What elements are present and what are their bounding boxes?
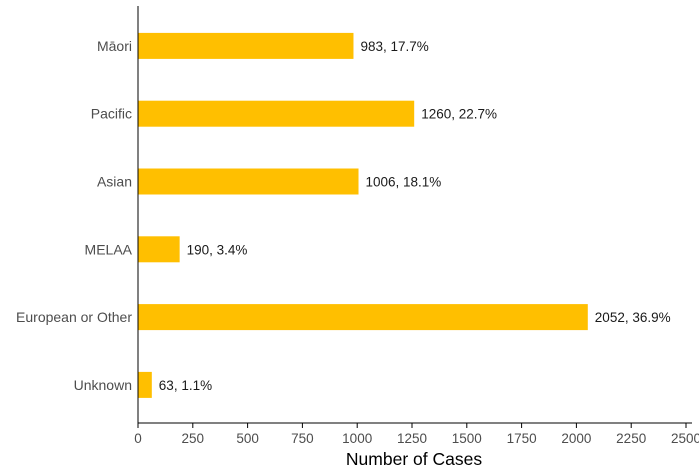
data-label: 1006, 18.1%	[366, 175, 442, 190]
x-tick-label: 2250	[616, 431, 646, 446]
category-label: European or Other	[16, 309, 132, 325]
category-label: Unknown	[74, 377, 132, 393]
x-axis-ticks: 0 250 500 750 1000 1250 1500 1750 2000 2250 2500	[134, 423, 699, 446]
data-label: 1260, 22.7%	[421, 107, 497, 122]
category-labels: Māori Pacific Asian MELAA European or Other U…	[16, 38, 133, 393]
data-label: 63, 1.1%	[159, 378, 212, 393]
bar	[138, 168, 359, 195]
data-label: 2052, 36.9%	[595, 310, 671, 325]
x-tick-label: 1250	[397, 431, 427, 446]
x-tick-label: 2000	[561, 431, 591, 446]
bar	[138, 32, 354, 59]
category-label: Māori	[97, 38, 132, 54]
x-tick-label: 750	[291, 431, 314, 446]
data-label: 983, 17.7%	[360, 39, 428, 54]
data-labels: 983, 17.7% 1260, 22.7% 1006, 18.1% 190, 3.4…	[159, 39, 671, 393]
x-tick-label: 250	[182, 431, 205, 446]
x-tick-label: 1750	[507, 431, 537, 446]
bar	[138, 304, 588, 331]
x-tick-label: 500	[236, 431, 259, 446]
category-label: Asian	[97, 174, 132, 190]
x-tick-label: 1000	[342, 431, 372, 446]
x-tick-label: 2500	[671, 431, 699, 446]
bar	[138, 236, 180, 263]
bar	[138, 371, 152, 398]
bar	[138, 100, 415, 127]
category-label: MELAA	[85, 241, 133, 257]
data-label: 190, 3.4%	[187, 242, 248, 257]
x-tick-label: 1500	[452, 431, 482, 446]
category-label: Pacific	[91, 106, 132, 122]
x-tick-label: 0	[134, 431, 142, 446]
x-axis-title: Number of Cases	[346, 449, 482, 469]
bars-layer	[138, 32, 588, 398]
